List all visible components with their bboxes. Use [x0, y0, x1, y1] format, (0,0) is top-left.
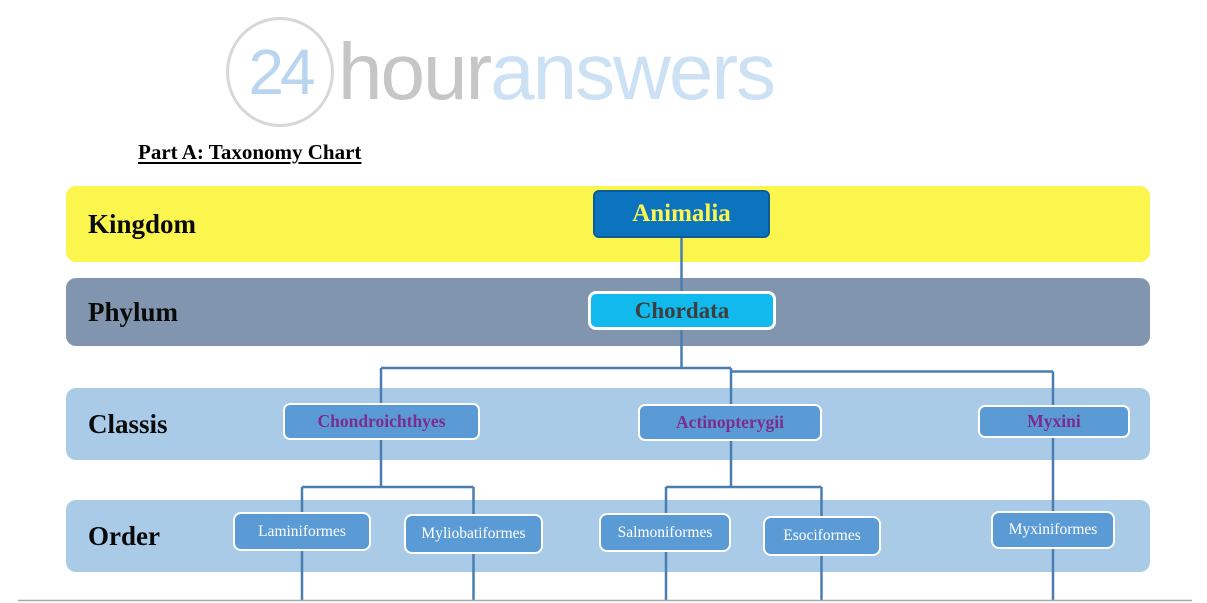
node-chordata-label: Chordata — [634, 297, 730, 323]
row-classis-label: Classis — [88, 408, 168, 439]
node-myxini-label: Myxini — [1027, 411, 1081, 431]
row-order-label: Order — [88, 520, 160, 551]
node-salmoniformes: Salmoniformes — [599, 513, 731, 552]
node-myliobatiformes: Myliobatiformes — [404, 514, 543, 554]
node-myliobatiformes-label: Myliobatiformes — [421, 525, 526, 542]
node-chondroichthyes-label: Chondroichthyes — [317, 411, 446, 431]
row-phylum-label: Phylum — [88, 296, 179, 327]
logo-number: 24 — [248, 36, 315, 108]
node-esociformes: Esociformes — [763, 516, 881, 556]
logo-word-hour: hour — [338, 27, 492, 116]
node-laminiformes-label: Laminiformes — [258, 522, 346, 540]
node-actinopterygii-label: Actinopterygii — [676, 412, 784, 432]
node-laminiformes: Laminiformes — [233, 512, 371, 551]
node-salmoniformes-label: Salmoniformes — [617, 523, 713, 541]
node-chordata: Chordata — [588, 291, 776, 330]
page-title: Part A: Taxonomy Chart — [138, 140, 362, 164]
node-animalia-label: Animalia — [632, 200, 731, 227]
node-esociformes-label: Esociformes — [783, 527, 861, 544]
node-myxiniformes-label: Myxiniformes — [1008, 521, 1098, 538]
node-myxini: Myxini — [978, 405, 1130, 438]
row-classis: Classis — [66, 388, 1150, 460]
node-myxiniformes: Myxiniformes — [991, 511, 1115, 549]
logo-circle: 24 — [226, 17, 334, 127]
logo-word-answers: answers — [490, 27, 776, 116]
row-kingdom-label: Kingdom — [88, 208, 197, 239]
node-actinopterygii: Actinopterygii — [638, 404, 822, 441]
logo-24houranswers: 24 hour answers — [226, 12, 776, 132]
node-animalia: Animalia — [593, 190, 770, 238]
node-chondroichthyes: Chondroichthyes — [283, 403, 480, 440]
